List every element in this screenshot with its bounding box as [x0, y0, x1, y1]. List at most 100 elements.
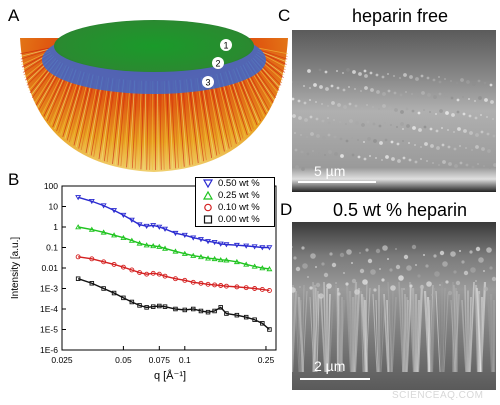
data-point: [129, 267, 135, 273]
x-tick-label: 0.1: [179, 355, 191, 365]
data-point: [197, 253, 204, 260]
x-tick-label: 0.05: [115, 355, 132, 365]
data-point: [252, 286, 258, 291]
x-tick-label: 0.075: [149, 355, 171, 365]
data-point: [173, 306, 178, 312]
data-point: [182, 307, 188, 313]
x-tick-label: 0.025: [51, 355, 73, 365]
data-point: [157, 303, 162, 309]
data-point: [182, 277, 188, 283]
data-point: [190, 252, 197, 258]
data-point: [144, 271, 150, 277]
data-point: [150, 242, 157, 249]
data-point: [198, 308, 204, 314]
data-point: [211, 255, 218, 262]
x-axis-label: q [Å⁻¹]: [154, 369, 186, 382]
data-point: [251, 263, 258, 269]
data-point: [137, 270, 142, 275]
data-point: [162, 245, 169, 251]
data-point: [205, 281, 211, 287]
data-point: [150, 270, 156, 276]
data-point: [111, 261, 117, 267]
series-3: [75, 276, 272, 332]
series-layer: [75, 195, 273, 332]
data-point: [243, 261, 250, 267]
data-point: [156, 224, 163, 230]
data-point: [217, 256, 224, 263]
data-point: [218, 305, 223, 310]
data-point: [75, 254, 81, 260]
scale-label-c: 5 µm: [314, 163, 346, 179]
x-axis-ticks: 0.025 0.05 0.075 0.1 0.25: [51, 346, 275, 365]
data-point: [129, 299, 135, 305]
data-point: [150, 304, 156, 309]
data-point: [266, 266, 273, 272]
y-axis-label: Intensity [a.u.]: [10, 237, 21, 299]
data-point: [111, 208, 118, 214]
data-point: [173, 276, 178, 282]
data-point: [120, 264, 126, 270]
data-point: [75, 195, 82, 201]
data-point: [205, 309, 211, 315]
data-point: [224, 311, 229, 316]
x-tick-label: 0.25: [258, 355, 275, 365]
data-point: [266, 245, 273, 251]
data-point: [190, 306, 196, 312]
data-point: [205, 239, 212, 245]
data-point: [162, 226, 169, 232]
scale-bar-d: [300, 378, 370, 380]
sem-image-heparin-free: 5 µm: [292, 30, 496, 192]
series-1: [75, 224, 273, 272]
svg-text:1: 1: [223, 41, 228, 51]
data-point: [156, 243, 163, 249]
data-point: [144, 305, 149, 310]
vesicle-marker-1: 1: [220, 39, 232, 51]
vesicle-top-surface: [54, 20, 254, 72]
data-point: [75, 276, 81, 281]
svg-text:2: 2: [215, 59, 220, 69]
data-point: [205, 255, 212, 261]
data-point: [89, 256, 95, 262]
data-point: [223, 257, 230, 263]
vesicle-marker-3: 3: [202, 76, 214, 88]
data-point: [75, 224, 82, 230]
data-point: [162, 273, 168, 279]
panel-b-letter: B: [8, 170, 20, 189]
data-point: [111, 232, 118, 238]
data-point: [120, 234, 127, 240]
data-point: [223, 242, 230, 248]
data-point: [172, 230, 179, 237]
data-point: [181, 232, 188, 239]
data-point: [128, 217, 135, 223]
data-point: [233, 242, 240, 249]
data-point: [243, 285, 249, 291]
data-point: [260, 321, 265, 326]
data-point: [111, 290, 117, 296]
data-point: [162, 304, 168, 309]
data-point: [233, 258, 240, 265]
data-point: [198, 280, 204, 286]
data-point: [218, 283, 224, 288]
y-axis-ticks: 100 10 1 0.1 0.01 1E-3 1E-4 1E-5 1E-6: [40, 181, 66, 355]
data-point: [143, 242, 150, 248]
panel-c-title: heparin free: [351, 6, 449, 26]
data-point: [234, 312, 240, 318]
data-point: [266, 288, 272, 293]
data-point: [251, 244, 258, 250]
y-tick-label: 1E-4: [40, 304, 58, 314]
panel-d-title: 0.5 wt % heparin: [332, 200, 468, 220]
data-point: [137, 303, 142, 308]
data-point: [259, 265, 266, 271]
y-tick-label: 1E-3: [40, 284, 58, 294]
data-point: [234, 284, 240, 290]
data-point: [88, 199, 95, 205]
data-point: [181, 250, 188, 256]
panel-c-letter: C: [278, 6, 291, 25]
vesicle-marker-2: 2: [212, 57, 224, 69]
data-point: [190, 235, 197, 241]
panel-a-illustration: 1 2 3: [20, 20, 288, 172]
series-line: [78, 256, 270, 292]
data-point: [143, 223, 150, 230]
data-point: [259, 286, 265, 292]
